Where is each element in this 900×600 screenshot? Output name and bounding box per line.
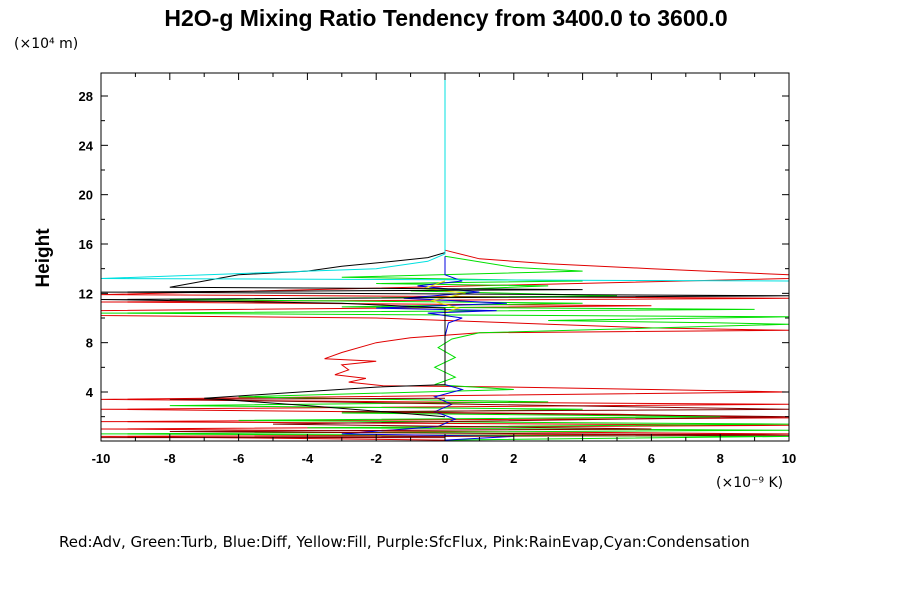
x-tick-label: -2 (370, 451, 382, 466)
y-tick-label: 8 (86, 336, 93, 351)
series-line-fill (424, 280, 466, 313)
y-tick-label: 12 (79, 286, 93, 301)
x-tick-label: 8 (717, 451, 724, 466)
x-tick-label: -10 (92, 451, 111, 466)
x-tick-label: 10 (782, 451, 796, 466)
x-tick-label: 0 (441, 451, 448, 466)
x-tick-label: -6 (233, 451, 245, 466)
series-group (101, 73, 789, 441)
x-unit-label: (×10⁻⁹ K) (716, 475, 783, 491)
series-line-adv (101, 249, 789, 441)
x-tick-label: 4 (579, 451, 587, 466)
series-line-black (101, 252, 789, 418)
y-tick-label: 24 (79, 138, 94, 153)
x-tick-label: -4 (302, 451, 314, 466)
x-tick-label: -8 (164, 451, 176, 466)
x-tick-label: 2 (510, 451, 517, 466)
y-tick-label: 20 (79, 188, 93, 203)
chart-title: H2O-g Mixing Ratio Tendency from 3400.0 … (164, 5, 727, 31)
y-tick-label: 4 (86, 385, 94, 400)
series-line-turb (101, 255, 789, 441)
y-unit-label: (×10⁴ m) (14, 36, 78, 52)
y-tick-label: 28 (79, 89, 93, 104)
series-line-condensation (101, 73, 789, 282)
y-axis-label: Height (33, 228, 54, 288)
series-line-sfcflux (101, 397, 789, 439)
y-tick-label: 16 (79, 237, 93, 252)
x-tick-label: 6 (648, 451, 655, 466)
legend-text: Red:Adv, Green:Turb, Blue:Diff, Yellow:F… (59, 533, 750, 551)
